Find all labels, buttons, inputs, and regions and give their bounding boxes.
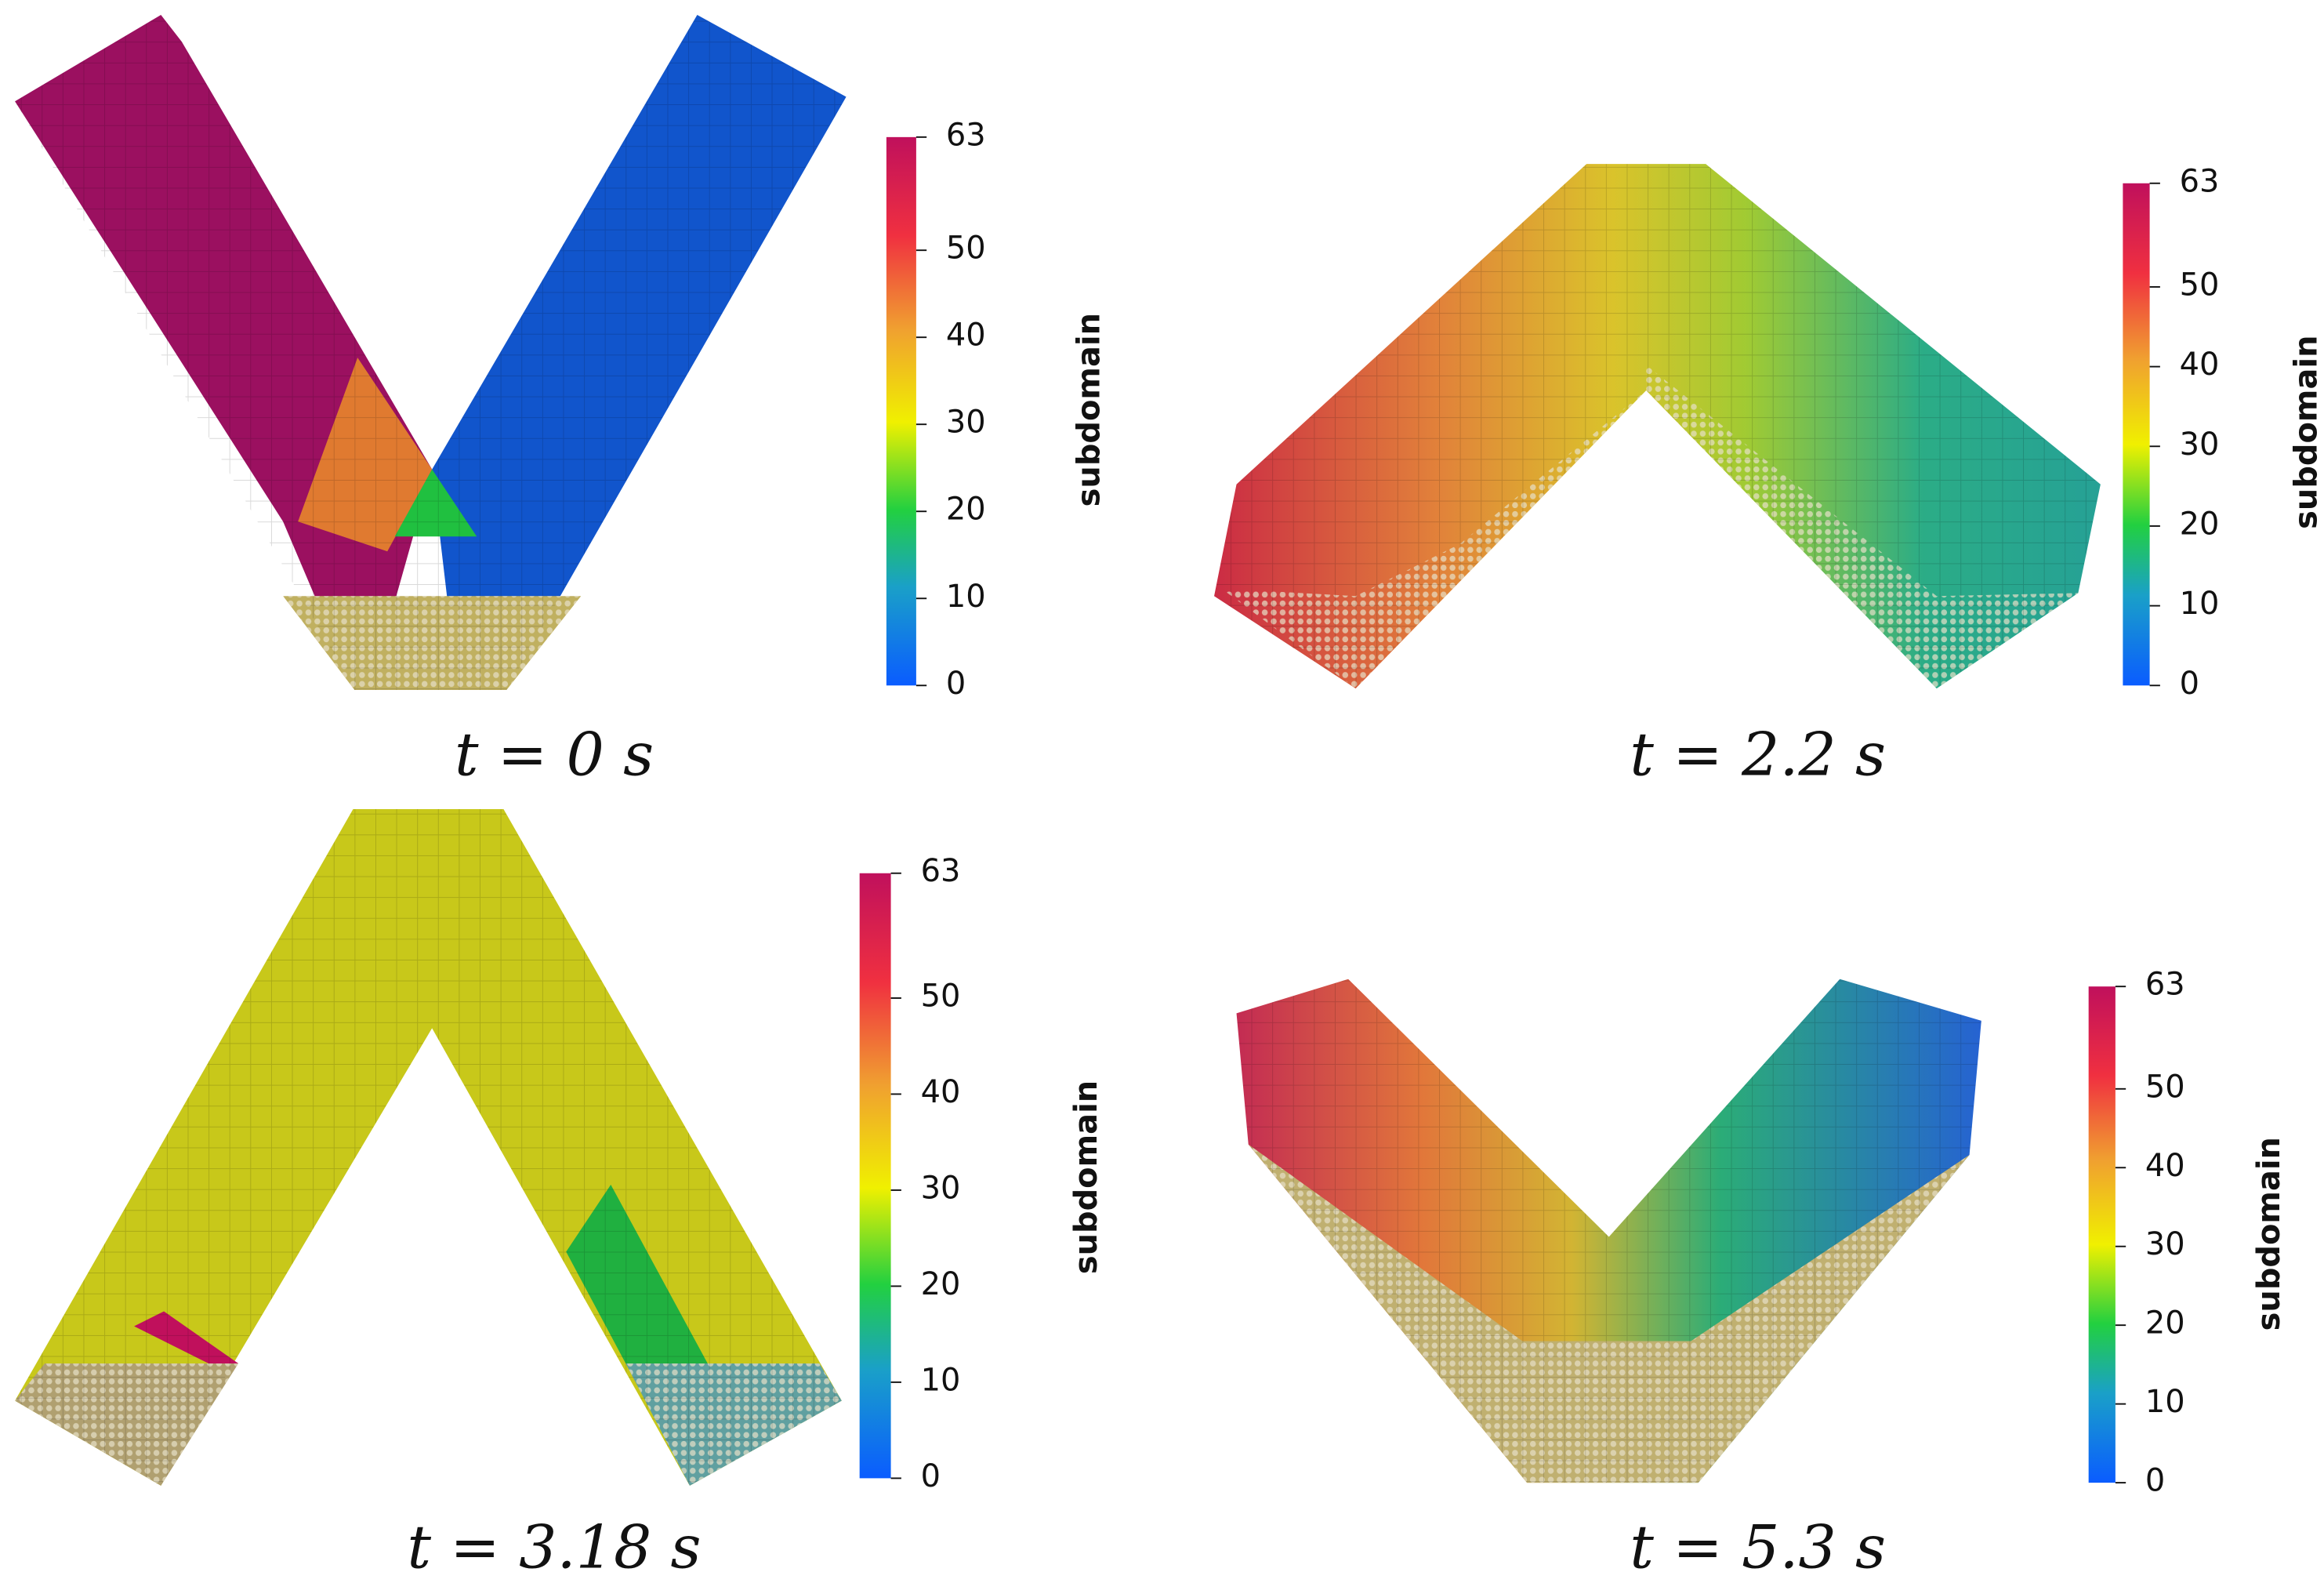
tick-label: 20 xyxy=(946,492,986,528)
colorbar-gradient xyxy=(2088,986,2116,1483)
colorbar: 0 10 20 30 40 50 63 subdomain xyxy=(2123,163,2324,702)
tick-label: 20 xyxy=(2145,1305,2185,1342)
tick-label: 10 xyxy=(921,1362,961,1398)
colorbar-label: subdomain xyxy=(2251,1137,2287,1331)
tick-label: 30 xyxy=(921,1170,961,1206)
colorbar: 0 10 20 30 40 50 63 subdomain xyxy=(2088,967,2287,1499)
tick-label: 40 xyxy=(2180,347,2220,383)
colorbar-label: subdomain xyxy=(1071,313,1108,506)
tick-label: 30 xyxy=(946,405,986,441)
tick-label: 63 xyxy=(946,117,986,153)
render-panel-1 xyxy=(15,15,847,690)
tick-label: 20 xyxy=(2180,506,2220,542)
colorbar: 0 10 20 30 40 50 63 subdomain xyxy=(859,853,1104,1494)
tick-label: 0 xyxy=(2180,666,2199,702)
tick-label: 63 xyxy=(921,853,961,889)
tick-label: 50 xyxy=(2145,1069,2185,1105)
colorbar-gradient xyxy=(2123,183,2150,686)
tick-label: 40 xyxy=(921,1074,961,1110)
colorbar-label: subdomain xyxy=(2288,336,2324,529)
render-panel-3 xyxy=(15,809,842,1486)
tick-label: 10 xyxy=(2180,586,2220,622)
tick-label: 50 xyxy=(2180,267,2220,303)
caption: t = 0 s xyxy=(455,719,654,789)
tick-label: 30 xyxy=(2180,427,2220,463)
tick-label: 63 xyxy=(2180,163,2220,199)
tick-label: 50 xyxy=(946,231,986,267)
tick-label: 30 xyxy=(2145,1226,2185,1262)
tick-label: 10 xyxy=(2145,1384,2185,1420)
tick-label: 40 xyxy=(2145,1148,2185,1184)
colorbar-label: subdomain xyxy=(1068,1080,1104,1274)
tick-label: 0 xyxy=(2145,1463,2165,1499)
tick-label: 0 xyxy=(921,1458,941,1494)
tick-label: 10 xyxy=(946,579,986,615)
caption: t = 5.3 s xyxy=(1630,1512,1886,1581)
colorbar-gradient xyxy=(886,136,916,686)
colorbar: 0 10 20 30 40 50 63 subdomain xyxy=(886,117,1108,702)
render-panel-4 xyxy=(1236,978,1981,1483)
tick-label: 20 xyxy=(921,1266,961,1302)
tick-label: 50 xyxy=(921,978,961,1014)
caption: t = 2.2 s xyxy=(1630,719,1886,789)
tick-label: 40 xyxy=(946,318,986,354)
caption: t = 3.18 s xyxy=(408,1512,702,1581)
tick-label: 63 xyxy=(2145,967,2185,1003)
colorbar-gradient xyxy=(859,873,891,1479)
render-panel-2 xyxy=(1214,164,2101,689)
tick-label: 0 xyxy=(946,666,966,702)
